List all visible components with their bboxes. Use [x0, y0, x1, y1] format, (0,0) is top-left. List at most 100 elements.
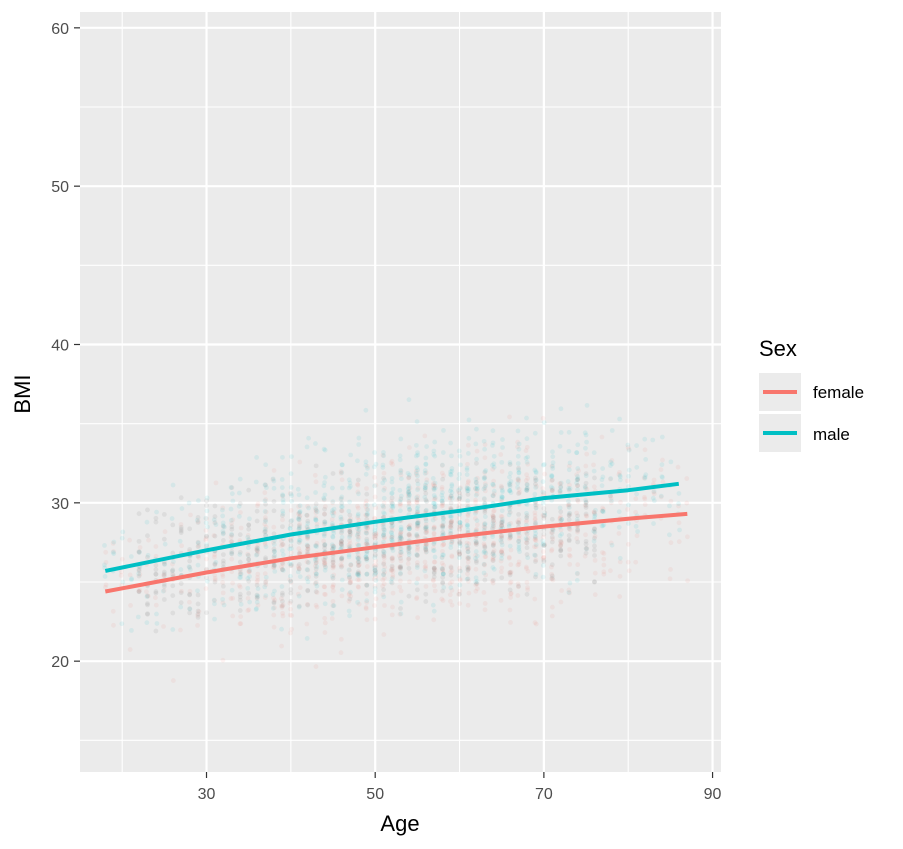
scatter-point-overlap — [516, 539, 521, 544]
scatter-point-female — [474, 491, 480, 497]
scatter-point-male — [406, 472, 412, 478]
scatter-point-female — [415, 523, 421, 529]
scatter-point-female — [297, 540, 302, 545]
scatter-point-female — [466, 578, 471, 584]
scatter-point-female — [651, 491, 657, 497]
scatter-point-overlap — [414, 497, 420, 503]
scatter-point-female — [220, 572, 225, 577]
scatter-point-male — [338, 496, 344, 502]
scatter-point-male — [422, 470, 428, 476]
scatter-point-female — [473, 486, 478, 491]
scatter-point-overlap — [575, 477, 581, 483]
scatter-point-female — [398, 534, 403, 540]
scatter-point-male — [423, 549, 429, 555]
scatter-point-male — [346, 554, 352, 560]
scatter-point-male — [186, 500, 192, 506]
scatter-point-overlap — [170, 522, 176, 528]
scatter-point-male — [381, 539, 386, 545]
scatter-point-male — [363, 407, 369, 413]
scatter-point-male — [145, 552, 151, 558]
scatter-point-female — [506, 554, 512, 560]
scatter-point-male — [448, 440, 454, 446]
scatter-point-female — [312, 472, 318, 478]
scatter-point-male — [473, 492, 479, 498]
scatter-point-female — [153, 544, 159, 549]
scatter-point-overlap — [355, 569, 361, 575]
scatter-point-female — [457, 485, 463, 491]
scatter-point-male — [381, 510, 386, 516]
scatter-point-female — [279, 564, 284, 570]
scatter-point-female — [458, 523, 463, 529]
scatter-point-overlap — [347, 529, 353, 534]
scatter-point-female — [170, 678, 176, 683]
scatter-point-female — [473, 552, 479, 558]
scatter-point-female — [583, 513, 589, 519]
trend-lines — [104, 481, 688, 594]
scatter-point-male — [313, 580, 319, 586]
scatter-point-female — [322, 620, 328, 626]
scatter-point-female — [490, 512, 495, 518]
scatter-point-female — [390, 568, 396, 574]
scatter-point-female — [473, 499, 478, 505]
scatter-point-male — [296, 537, 302, 543]
scatter-point-female — [313, 506, 319, 512]
scatter-point-overlap — [246, 557, 252, 563]
scatter-point-overlap — [220, 530, 226, 536]
scatter-point-male — [464, 522, 470, 528]
scatter-point-female — [330, 565, 336, 571]
scatter-point-female — [372, 603, 377, 608]
scatter-point-female — [146, 537, 151, 543]
scatter-point-female — [230, 517, 236, 523]
scatter-point-male — [524, 485, 530, 491]
scatter-point-overlap — [592, 547, 597, 553]
scatter-point-overlap — [490, 523, 496, 529]
scatter-point-female — [431, 525, 437, 531]
scatter-point-male — [430, 476, 436, 481]
scatter-point-female — [390, 565, 395, 570]
scatter-point-male — [557, 505, 563, 511]
scatter-point-male — [338, 514, 344, 520]
scatter-point-female — [230, 580, 236, 586]
scatter-point-female — [297, 551, 302, 556]
scatter-point-female — [381, 575, 387, 581]
scatter-point-female — [355, 505, 361, 511]
scatter-point-male — [490, 551, 496, 557]
scatter-point-female — [507, 580, 513, 586]
scatter-point-female — [271, 524, 277, 530]
scatter-point-female — [111, 549, 116, 554]
scatter-point-male — [313, 516, 318, 522]
scatter-point-male — [346, 608, 352, 614]
scatter-point-female — [296, 546, 302, 552]
scatter-point-male — [642, 475, 648, 481]
scatter-point-female — [565, 502, 571, 508]
scatter-point-overlap — [406, 545, 412, 550]
scatter-point-female — [609, 457, 615, 463]
scatter-point-female — [372, 535, 378, 541]
scatter-point-female — [390, 558, 395, 564]
scatter-point-male — [263, 574, 269, 580]
scatter-point-female — [161, 624, 166, 629]
scatter-point-overlap — [339, 564, 344, 570]
scatter-point-overlap — [398, 564, 403, 570]
scatter-point-male — [441, 532, 447, 537]
scatter-point-male — [230, 498, 236, 504]
scatter-point-male — [253, 552, 259, 558]
scatter-point-overlap — [440, 476, 446, 482]
scatter-point-male — [506, 521, 512, 527]
scatter-point-female — [498, 452, 504, 457]
scatter-point-male — [533, 505, 539, 511]
scatter-point-male — [170, 627, 176, 632]
scatter-point-female — [397, 502, 403, 508]
scatter-point-female — [346, 575, 352, 581]
scatter-point-male — [449, 490, 455, 496]
scatter-point-female — [356, 517, 362, 523]
scatter-point-male — [296, 526, 302, 532]
scatter-point-overlap — [145, 611, 150, 617]
scatter-point-female — [567, 547, 573, 552]
scatter-point-overlap — [187, 558, 193, 564]
scatter-point-female — [187, 599, 192, 605]
scatter-point-male — [314, 524, 320, 530]
scatter-point-male — [280, 511, 286, 517]
scatter-point-overlap — [153, 571, 159, 577]
scatter-point-male — [355, 572, 361, 578]
